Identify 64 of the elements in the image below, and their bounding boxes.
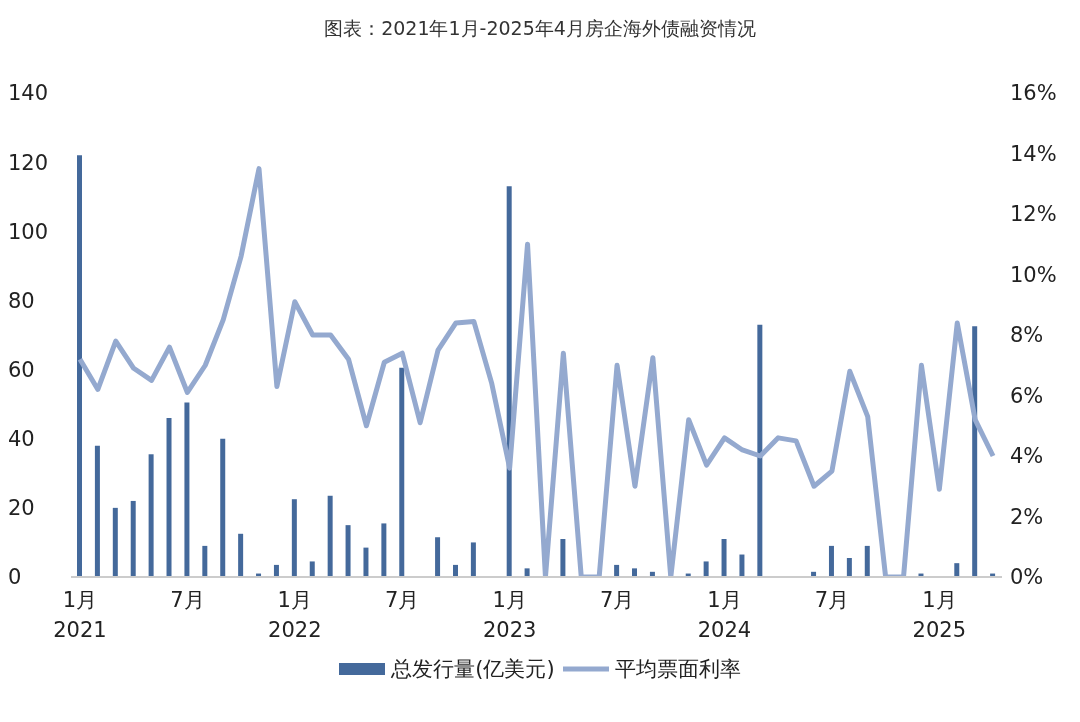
bar: [184, 402, 190, 577]
bar: [112, 507, 118, 577]
chart-title: 图表：2021年1月-2025年4月房企海外债融资情况: [323, 16, 757, 41]
y2-tick-label: 16%: [1010, 81, 1057, 106]
bar: [757, 324, 763, 577]
bar: [166, 417, 172, 577]
y-tick-label: 20: [8, 496, 35, 521]
x-tick-label: 1月 2024: [697, 588, 752, 642]
bar: [273, 564, 279, 577]
bar: [828, 545, 834, 577]
bar: [399, 367, 405, 577]
bar: [972, 326, 978, 577]
x-tick-label: 7月: [170, 588, 205, 612]
bar: [846, 557, 852, 577]
bar: [345, 525, 351, 577]
y-tick-label: 100: [8, 219, 49, 244]
bar: [560, 538, 566, 577]
bar: [77, 155, 82, 577]
bar: [94, 445, 100, 577]
bar: [202, 545, 208, 577]
y2-tick-label: 12%: [1010, 202, 1057, 227]
bar: [632, 568, 638, 577]
y2-tick-label: 2%: [1010, 504, 1044, 529]
bar: [703, 561, 709, 577]
x-tick-label: 1月 2022: [268, 588, 322, 642]
bar: [363, 547, 369, 577]
x-tick-label: 7月: [385, 588, 420, 612]
bar: [954, 563, 960, 577]
bar: [470, 542, 476, 577]
bar: [309, 561, 315, 577]
bar: [327, 495, 333, 577]
bar: [238, 533, 244, 577]
x-tick-label: 7月: [599, 588, 635, 612]
bar: [506, 186, 512, 577]
x-tick-label: 7月: [814, 588, 850, 612]
bar: [739, 554, 745, 577]
y-tick-label: 0: [8, 565, 22, 590]
y-tick-label: 40: [8, 427, 35, 452]
y2-tick-label: 0%: [1010, 565, 1044, 590]
bar: [721, 538, 727, 577]
bar: [130, 500, 136, 577]
x-tick-label: 1月 2025: [912, 588, 967, 642]
x-tick-label: 1月 2021: [53, 588, 107, 642]
bar: [435, 537, 441, 577]
y-tick-label: 80: [8, 288, 35, 313]
y2-tick-label: 8%: [1010, 323, 1044, 348]
legend-label: 总发行量(亿美元): [391, 656, 555, 683]
bar: [381, 523, 387, 577]
y2-tick-label: 6%: [1010, 383, 1044, 408]
y2-tick-label: 10%: [1010, 262, 1057, 287]
x-tick-label: 1月 2023: [482, 588, 537, 642]
bar: [864, 545, 870, 577]
bar: [524, 568, 530, 577]
bar: [614, 564, 620, 577]
bar: [291, 499, 297, 577]
y-tick-label: 60: [8, 358, 35, 383]
y2-tick-label: 14%: [1010, 141, 1057, 166]
bar: [220, 438, 226, 577]
legend-label: 平均票面利率: [614, 656, 741, 683]
bar: [452, 564, 458, 577]
bar: [148, 454, 154, 577]
y-tick-label: 140: [8, 81, 49, 106]
y-tick-label: 120: [8, 150, 49, 175]
y2-tick-label: 4%: [1010, 444, 1044, 469]
